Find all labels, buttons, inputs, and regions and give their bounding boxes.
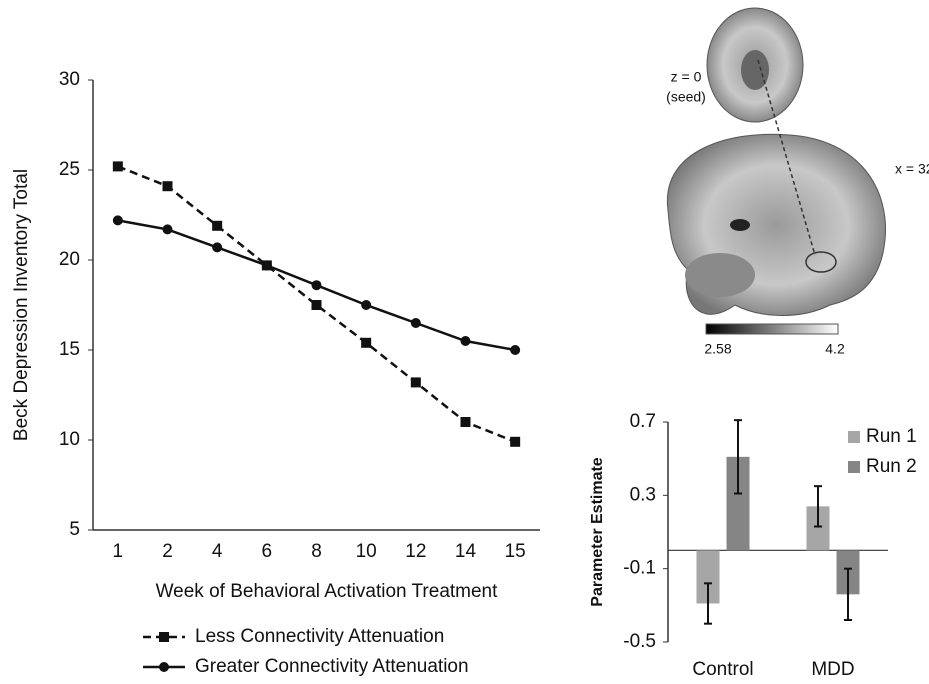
marker	[113, 161, 123, 171]
x-tick-label: 10	[356, 541, 377, 562]
y-tick-label: 20	[59, 249, 80, 270]
marker	[163, 181, 173, 191]
legend-label: Run 2	[866, 456, 917, 477]
seed-label: (seed)	[666, 89, 706, 105]
x-tick-label: 6	[262, 541, 273, 562]
brain-images: z = 0 (seed) x = 32 2.58 4.2	[666, 8, 929, 357]
y-tick-label: -0.5	[623, 631, 656, 652]
y-tick-label: -0.1	[623, 558, 656, 579]
marker	[312, 300, 322, 310]
ventricle	[730, 219, 750, 231]
marker	[113, 215, 123, 225]
y-tick-label: 0.3	[630, 484, 656, 505]
y-axis-label: Parameter Estimate	[589, 457, 606, 607]
x-tick-label: 15	[505, 541, 526, 562]
y-tick-label: 10	[59, 429, 80, 450]
x-tick-label: 12	[405, 541, 426, 562]
colorbar-min: 2.58	[704, 341, 731, 357]
y-tick-label: 30	[59, 69, 80, 90]
marker	[411, 377, 421, 387]
x-tick-label: 1	[113, 541, 124, 562]
x-tick-label: Control	[692, 659, 753, 680]
marker	[461, 417, 471, 427]
legend-label: Run 1	[866, 426, 917, 447]
marker	[163, 224, 173, 234]
marker	[510, 345, 520, 355]
marker	[361, 338, 371, 348]
marker	[212, 221, 222, 231]
marker	[361, 300, 371, 310]
axial-label: z = 0	[671, 69, 702, 85]
marker	[312, 280, 322, 290]
marker	[461, 336, 471, 346]
y-tick-label: 25	[59, 159, 80, 180]
y-tick-label: 15	[59, 339, 80, 360]
colorbar-max: 4.2	[825, 341, 845, 357]
x-tick-label: 4	[212, 541, 223, 562]
marker	[262, 260, 272, 270]
legend-swatch	[848, 461, 860, 473]
y-tick-label: 0.7	[630, 411, 656, 432]
legend-swatch	[848, 431, 860, 443]
cerebellum	[685, 253, 755, 297]
x-tick-label: MDD	[811, 659, 854, 680]
marker	[411, 318, 421, 328]
marker	[510, 437, 520, 447]
x-axis-label: Week of Behavioral Activation Treatment	[156, 581, 499, 602]
colorbar	[706, 324, 838, 334]
sagittal-label: x = 32	[895, 161, 929, 177]
y-axis-label: Beck Depression Inventory Total	[11, 169, 32, 441]
marker	[212, 242, 222, 252]
x-tick-label: 2	[162, 541, 173, 562]
x-tick-label: 14	[455, 541, 477, 562]
figure: z = 0 (seed) x = 32 2.58 4.2 5 10 15 20 25 30…	[0, 0, 929, 684]
x-tick-label: 8	[311, 541, 322, 562]
legend-label: Less Connectivity Attenuation	[195, 626, 444, 647]
legend-label: Greater Connectivity Attenuation	[195, 656, 469, 677]
legend-marker	[159, 632, 169, 642]
y-tick-label: 5	[69, 519, 80, 540]
legend-marker	[159, 662, 169, 672]
